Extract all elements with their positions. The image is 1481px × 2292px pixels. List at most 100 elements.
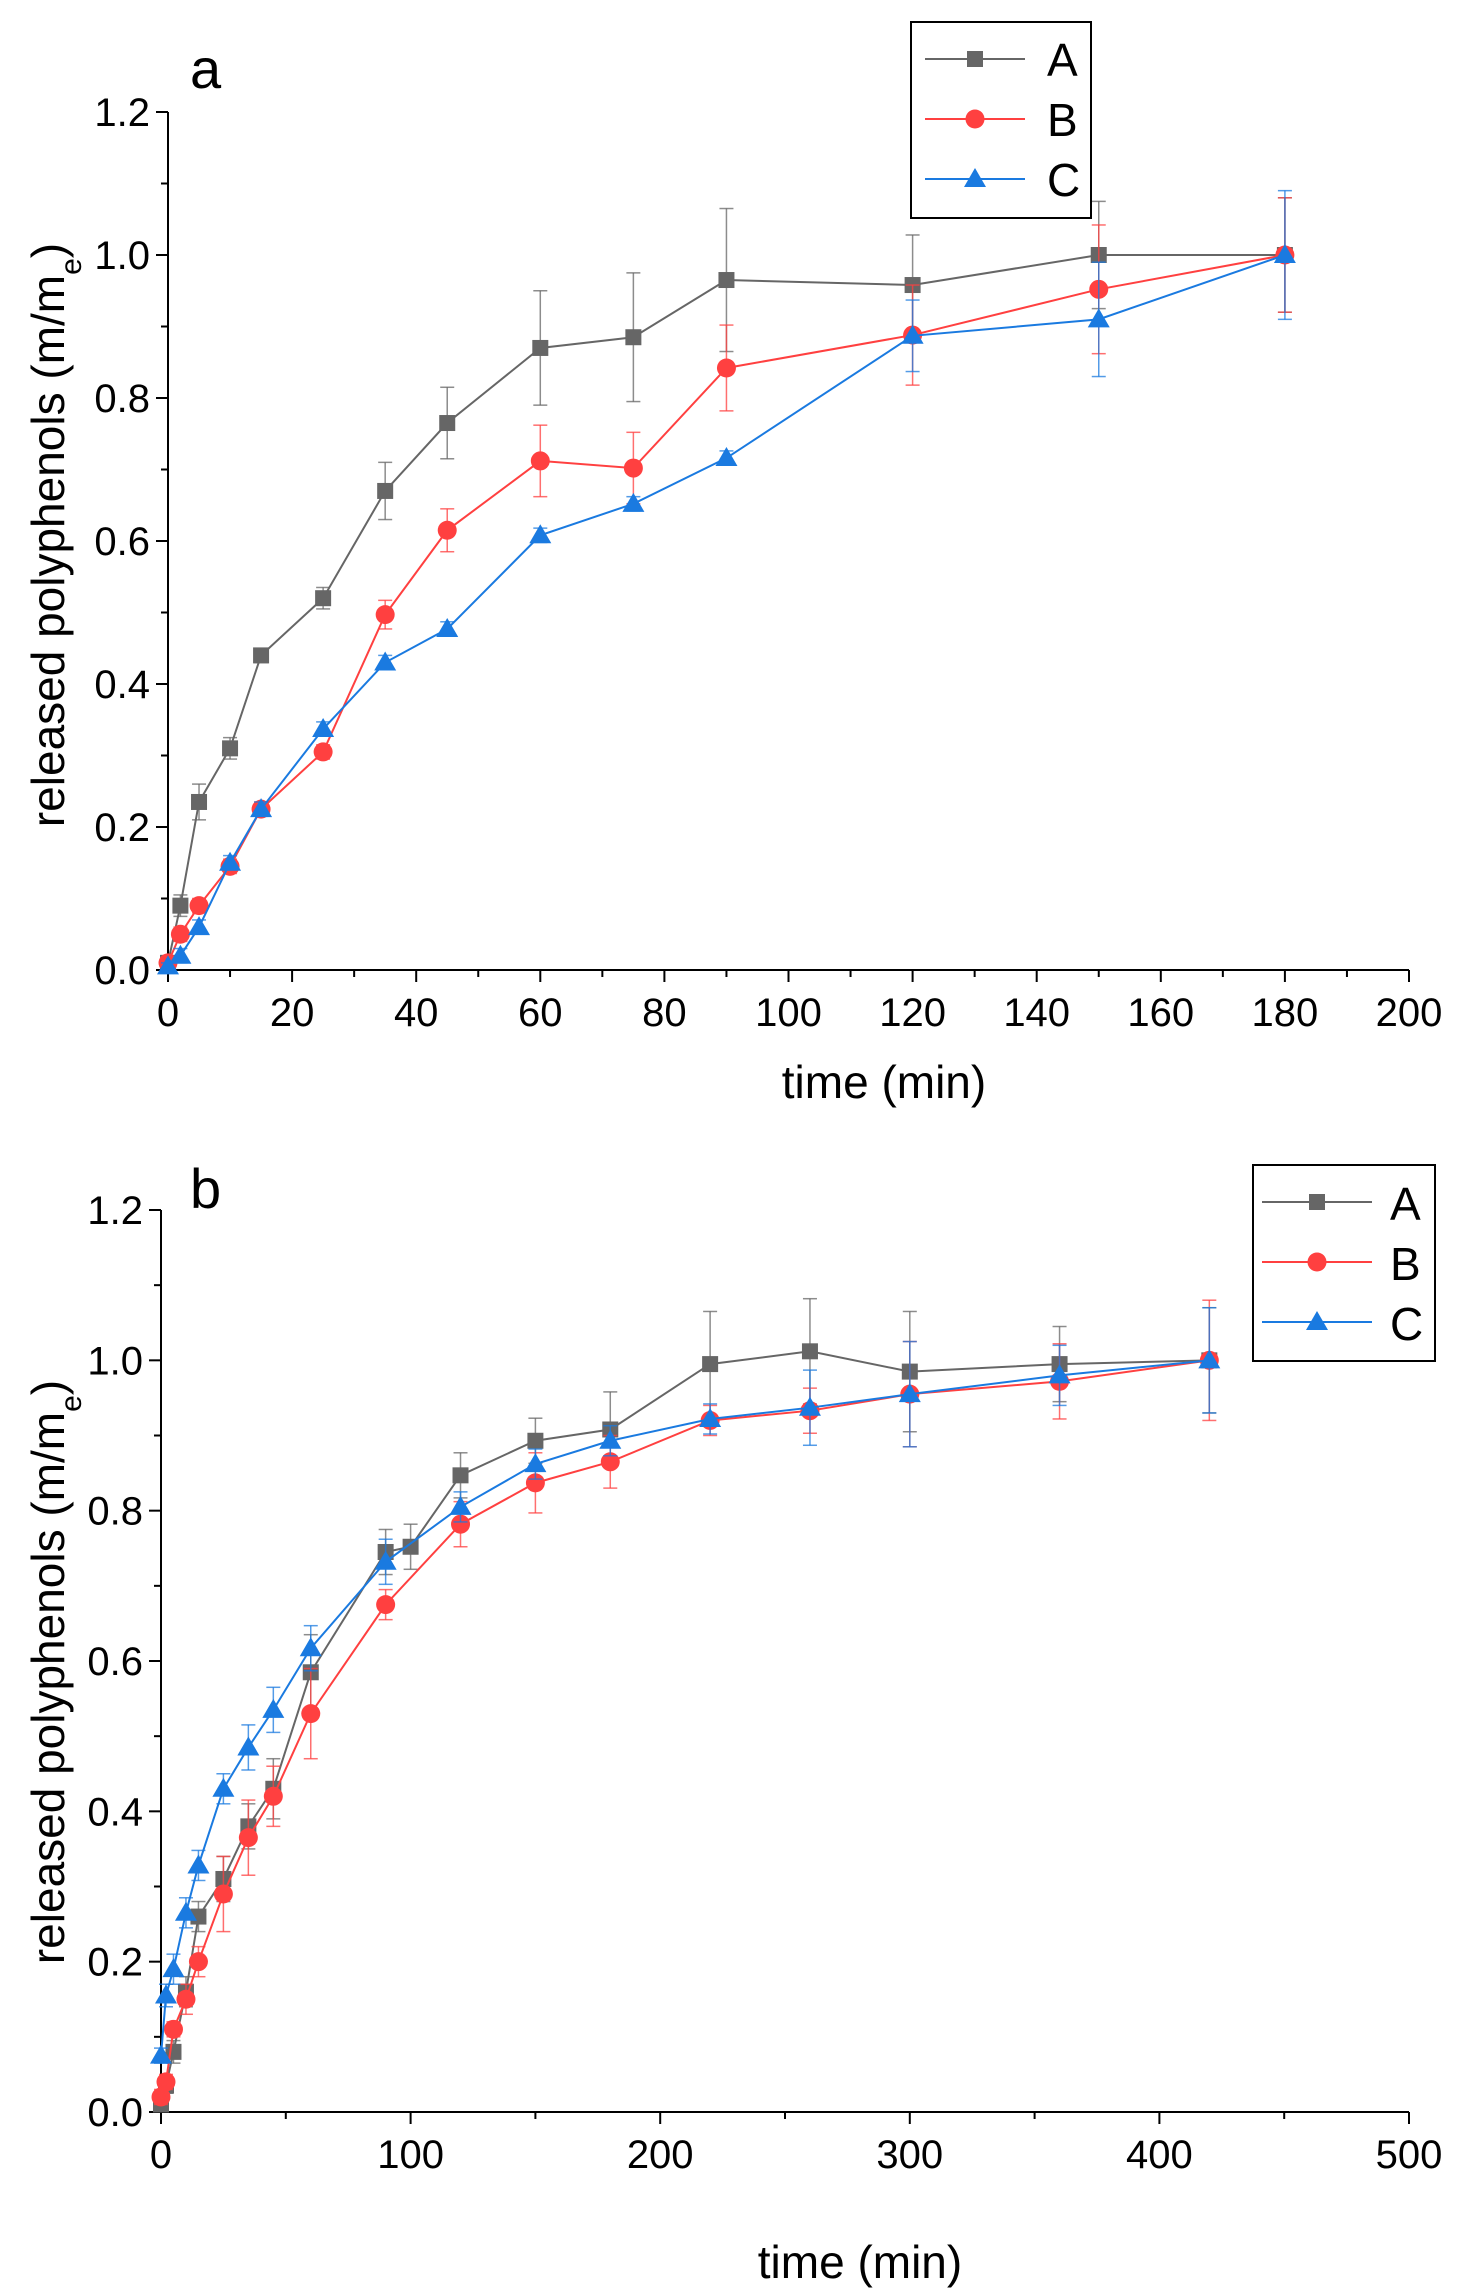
data-point [1198,1349,1221,1369]
data-point [262,1698,285,1718]
x-tick-label: 80 [642,991,687,1035]
data-point [188,916,211,936]
panel-label: b [190,1157,221,1220]
x-tick-label: 120 [879,991,946,1035]
y-axis-title-close: ) [22,1380,74,1395]
data-point [716,358,736,378]
data-point [524,1453,547,1473]
y-tick-label: 1.2 [94,91,150,135]
y-tick-label: 0.0 [87,2091,143,2135]
data-point [237,1736,260,1756]
data-point [436,617,459,637]
data-point [376,1595,396,1615]
y-axis-title-subscript: e [55,1395,88,1412]
y-tick-label: 1.0 [87,1339,143,1383]
y-axis-title: released polyphenols (m/me) [22,243,88,827]
data-point [622,492,645,512]
x-tick-label: 400 [1126,2133,1193,2177]
data-point [898,1383,921,1403]
x-axis-title: time (min) [758,2236,962,2288]
data-point [315,590,332,607]
x-tick-label: 140 [1003,991,1070,1035]
x-tick-label: 200 [627,2133,694,2177]
data-point [532,339,549,356]
data-point [219,851,242,871]
legend-marker [1307,1252,1327,1272]
legend-marker [965,109,985,129]
y-tick-label: 1.2 [87,1189,143,1233]
x-tick-label: 0 [150,2133,172,2177]
data-point [1273,244,1296,263]
y-axis-title: released polyphenols (m/me) [22,1380,88,1964]
y-tick-label: 0.2 [87,1941,143,1985]
y-axis-title-close: ) [22,243,74,258]
data-point [250,798,273,818]
legend-items [1262,1194,1372,1330]
y-tick-label: 0.8 [87,1490,143,1534]
data-point [299,1637,322,1657]
panel-label: a [190,37,222,100]
y-tick-label: 0.6 [87,1640,143,1684]
data-point [157,955,179,975]
data-point [901,324,924,344]
x-tick-label: 300 [876,2133,943,2177]
legend-label-a: A [1047,34,1078,86]
legend-label-a: A [1390,1178,1421,1230]
data-point [156,2072,176,2092]
data-point [238,1828,258,1848]
x-tick-label: 60 [518,991,563,1035]
plot-area: 0 100 200 300 400 500 0.0 0.2 0.4 0.6 0.8 1.0 1.2 [87,1189,1442,2177]
data-point [451,1514,471,1534]
x-tick-label: 500 [1376,2133,1443,2177]
data-point [263,1786,283,1806]
y-axis-title-main: released polyphenols (m/m [22,1412,74,1964]
data-point [222,740,239,757]
x-tick-label: 40 [394,991,439,1035]
data-point [452,1467,469,1484]
series-line [160,1359,1210,2056]
data-point [154,1984,177,2004]
legend: A B C [1252,1164,1436,1362]
x-axis-title: time (min) [782,1056,986,1108]
data-point [525,1473,545,1493]
legend-label-c: C [1390,1298,1423,1350]
data-point [172,897,189,914]
legend-marker [964,168,986,187]
data-point [162,1958,185,1978]
data-point [625,329,642,346]
x-tick-label: 20 [270,991,315,1035]
data-point [301,1704,321,1724]
y-tick-label: 0.6 [94,520,150,564]
data-point [374,651,397,671]
y-tick-label: 1.0 [94,234,150,278]
legend-label-b: B [1390,1238,1421,1290]
data-point [699,1407,722,1427]
data-point [313,742,333,762]
legend-label-c: C [1047,154,1080,206]
data-point [1087,308,1110,328]
x-tick-label: 180 [1252,991,1319,1035]
x-tick-label: 100 [377,2133,444,2177]
data-point [529,524,552,544]
data-point [449,1495,472,1515]
legend: A B C [910,21,1092,219]
y-tick-label: 0.0 [94,949,150,993]
data-point [623,458,643,478]
data-point [530,451,550,471]
data-point [312,718,335,738]
data-point [174,1901,197,1921]
plot-area: 0 20 40 60 80 100 120 140 160 180 200 0.0 0.2 0.4 0.6 0… [94,91,1442,1035]
legend-marker [967,51,983,67]
panel-a: a 0 20 40 60 80 100 120 140 160 180 200 0.0 0.2 0.4 0.… [22,21,1442,1108]
data-point [169,944,192,964]
data-point [702,1356,719,1373]
data-point [150,2044,172,2064]
data-point [187,1854,210,1874]
panel-b: b 0 100 200 300 400 5000.00.20.40.60.81.01.2 … [22,1157,1442,2288]
data-point [599,1429,622,1449]
series-line [167,254,1286,968]
x-tick-label: 100 [755,991,822,1035]
data-point [1048,1364,1071,1384]
